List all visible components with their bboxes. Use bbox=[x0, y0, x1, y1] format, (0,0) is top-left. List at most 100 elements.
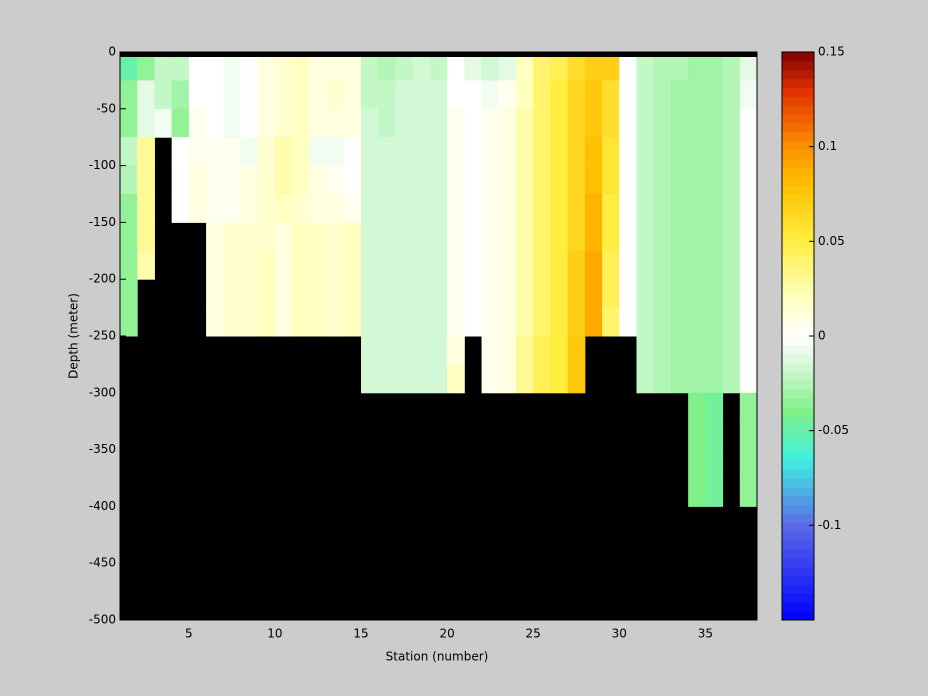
heat-cell bbox=[653, 364, 672, 394]
colorbar-step bbox=[782, 220, 814, 230]
colorbar-step bbox=[782, 336, 814, 346]
colorbar-step bbox=[782, 238, 814, 248]
x-tick-label: 35 bbox=[698, 627, 713, 641]
heat-cell bbox=[412, 137, 431, 167]
heat-cell bbox=[326, 52, 345, 81]
heat-cell bbox=[653, 307, 672, 337]
heat-cell bbox=[395, 52, 414, 81]
heat-cell bbox=[343, 222, 362, 252]
heat-cell bbox=[481, 108, 500, 138]
colorbar-step bbox=[782, 256, 814, 266]
heat-cell bbox=[137, 194, 155, 223]
heat-cell bbox=[619, 307, 637, 337]
heat-cell bbox=[188, 137, 207, 167]
heat-cell bbox=[705, 421, 724, 451]
colorbar-step bbox=[782, 513, 814, 523]
heat-cell bbox=[395, 222, 414, 252]
heat-cell bbox=[292, 194, 310, 223]
heat-cell bbox=[567, 80, 586, 110]
y-tick-label: -250 bbox=[89, 329, 116, 343]
colorbar-step bbox=[782, 566, 814, 577]
heat-cell bbox=[240, 52, 259, 81]
heat-cell bbox=[464, 165, 483, 195]
heat-cell bbox=[274, 52, 293, 81]
heat-cell bbox=[326, 80, 345, 110]
heat-cell bbox=[705, 449, 724, 479]
heat-cell bbox=[361, 194, 379, 223]
heat-cell bbox=[292, 52, 310, 81]
heat-cell bbox=[481, 222, 500, 252]
heat-cell bbox=[533, 364, 551, 394]
heat-cell bbox=[739, 137, 758, 167]
colorbar-step bbox=[782, 469, 814, 479]
heat-cell bbox=[567, 336, 586, 365]
colorbar-tick-label: 0.15 bbox=[818, 45, 845, 59]
heat-cell bbox=[653, 80, 672, 110]
heat-cell bbox=[533, 165, 551, 195]
heat-cell bbox=[498, 364, 517, 394]
heat-cell bbox=[429, 194, 448, 223]
heat-cell bbox=[705, 336, 724, 365]
heat-cell bbox=[688, 194, 706, 223]
heat-cell bbox=[395, 250, 414, 280]
heat-cell bbox=[653, 222, 672, 252]
heat-cell bbox=[481, 80, 500, 110]
heat-cell bbox=[688, 279, 706, 309]
heat-cell bbox=[464, 52, 483, 81]
heat-cell bbox=[481, 52, 500, 81]
heat-cell bbox=[447, 250, 465, 280]
heat-cell bbox=[429, 279, 448, 309]
heat-cell bbox=[567, 222, 586, 252]
heat-cell bbox=[533, 222, 551, 252]
heat-cell bbox=[309, 279, 328, 309]
heat-cell bbox=[137, 80, 155, 110]
heat-cell bbox=[739, 307, 758, 337]
colorbar-step bbox=[782, 52, 814, 62]
colorbar-step bbox=[782, 611, 814, 621]
heat-cell bbox=[619, 108, 637, 138]
heat-cell bbox=[412, 307, 431, 337]
colorbar-step bbox=[782, 194, 814, 204]
heat-cell bbox=[292, 137, 310, 167]
heat-cell bbox=[584, 307, 603, 337]
heat-cell bbox=[705, 279, 724, 309]
heat-cell bbox=[120, 222, 138, 252]
colorbar-step bbox=[782, 318, 814, 328]
heat-cell bbox=[481, 194, 500, 223]
heat-cell bbox=[481, 307, 500, 337]
colorbar-step bbox=[782, 442, 814, 452]
y-tick-label: -500 bbox=[89, 613, 116, 627]
colorbar-step bbox=[782, 69, 814, 80]
heat-cell bbox=[653, 137, 672, 167]
heat-cell bbox=[498, 52, 517, 81]
heat-cell bbox=[206, 279, 224, 309]
heat-cell bbox=[653, 165, 672, 195]
heat-cell bbox=[412, 108, 431, 138]
heat-cell bbox=[653, 279, 672, 309]
heat-cell bbox=[619, 194, 637, 223]
heat-cell bbox=[206, 194, 224, 223]
heat-cell bbox=[550, 137, 569, 167]
heat-cell bbox=[447, 279, 465, 309]
heat-cell bbox=[688, 421, 706, 451]
heat-cell bbox=[429, 108, 448, 138]
colorbar-step bbox=[782, 96, 814, 106]
heat-cell bbox=[688, 250, 706, 280]
colorbar-step bbox=[782, 415, 814, 426]
heat-cell bbox=[274, 108, 293, 138]
heat-cell bbox=[137, 222, 155, 252]
heat-cell bbox=[429, 364, 448, 394]
heat-cell bbox=[619, 165, 637, 195]
colorbar-step bbox=[782, 282, 814, 293]
heat-cell bbox=[739, 392, 758, 422]
heat-cell bbox=[464, 250, 483, 280]
heat-cell bbox=[688, 364, 706, 394]
heat-cell bbox=[257, 279, 276, 309]
heat-cell bbox=[429, 307, 448, 337]
heat-cell bbox=[739, 194, 758, 223]
colorbar-step bbox=[782, 389, 814, 399]
colorbar-step bbox=[782, 114, 814, 124]
heat-cell bbox=[653, 336, 672, 365]
heat-cell bbox=[309, 250, 328, 280]
heat-cell bbox=[412, 222, 431, 252]
